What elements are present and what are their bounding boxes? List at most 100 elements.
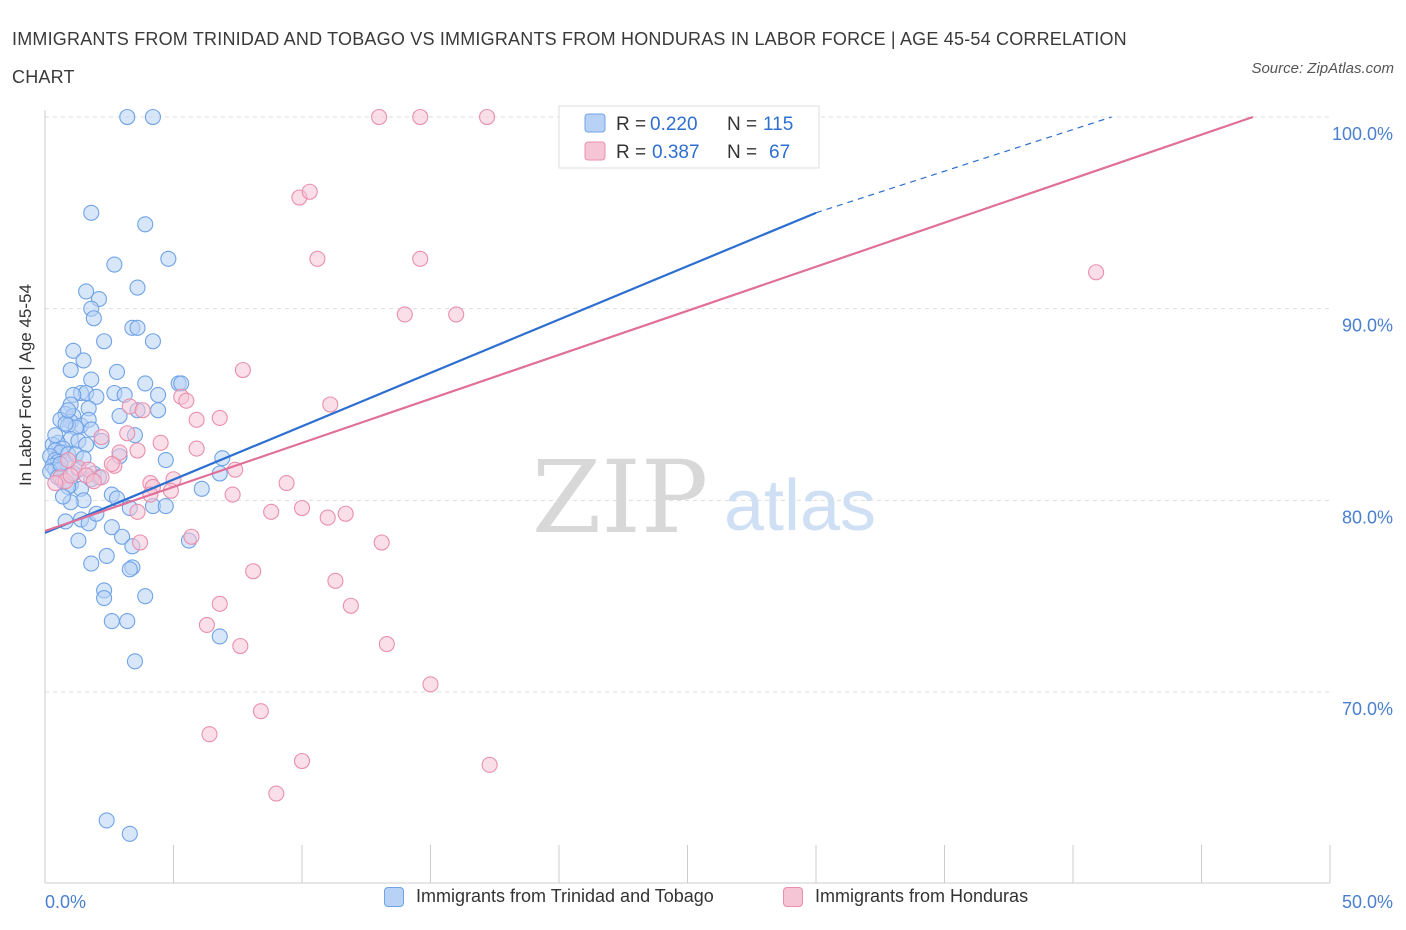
legend-n-value: 67 [769, 142, 790, 163]
point-trinidad [103, 613, 120, 630]
point-trinidad [83, 555, 100, 572]
point-trinidad [111, 407, 128, 425]
legend-r-label: R = [616, 114, 646, 135]
point-honduras [322, 396, 339, 413]
point-trinidad [70, 532, 87, 549]
point-trinidad [62, 361, 79, 379]
x-tick-label: 50.0% [1342, 892, 1393, 912]
data-points [42, 108, 1105, 842]
point-honduras [85, 473, 102, 490]
point-honduras [263, 503, 280, 520]
point-honduras [337, 505, 354, 522]
point-honduras [178, 392, 195, 409]
point-honduras [62, 467, 79, 484]
y-axis-label: In Labor Force | Age 45-54 [16, 284, 35, 486]
point-honduras [132, 534, 149, 551]
legend-swatch-blue [384, 886, 404, 907]
point-honduras [152, 434, 169, 451]
point-trinidad [119, 108, 136, 126]
point-trinidad [193, 480, 210, 497]
point-trinidad [119, 613, 136, 630]
point-trinidad [126, 653, 143, 670]
point-trinidad [85, 310, 102, 327]
point-trinidad [75, 352, 92, 369]
point-honduras [293, 499, 311, 517]
y-tick-label: 80.0% [1342, 507, 1393, 527]
legend-r-value: 0.220 [650, 114, 698, 135]
point-honduras [188, 440, 205, 457]
trend-lines [44, 115, 1254, 534]
point-honduras [211, 595, 228, 612]
point-trinidad [54, 488, 72, 505]
point-honduras [129, 503, 146, 520]
legend-n-value: 115 [763, 114, 793, 135]
point-trinidad [150, 386, 167, 403]
point-honduras [309, 250, 326, 267]
point-trinidad [157, 452, 174, 469]
point-honduras [201, 726, 218, 743]
point-honduras [412, 250, 429, 267]
point-trinidad [144, 108, 161, 126]
legend-label: Immigrants from Honduras [815, 886, 1029, 906]
point-honduras [103, 455, 120, 472]
point-honduras [1088, 264, 1105, 281]
point-honduras [371, 108, 388, 126]
point-honduras [268, 785, 285, 802]
legend-n-label: N = [727, 142, 757, 163]
point-trinidad [137, 588, 154, 605]
point-trinidad [114, 528, 131, 545]
legend-r-value: 0.387 [652, 142, 700, 163]
trend-line-extension [815, 116, 1112, 214]
point-honduras [448, 306, 465, 323]
legend-r-label: R = [616, 142, 646, 163]
point-honduras [293, 752, 311, 770]
point-trinidad [103, 519, 120, 536]
point-trinidad [144, 333, 161, 350]
point-trinidad [98, 812, 115, 829]
legend-swatch-pink [783, 886, 803, 907]
point-honduras [134, 402, 151, 419]
y-tick-labels: 100.0% 90.0% 80.0% 70.0% [1332, 124, 1393, 719]
point-honduras [373, 534, 390, 551]
point-honduras [234, 361, 251, 379]
legend-item-honduras: Immigrants from Honduras [783, 886, 1028, 907]
point-honduras [224, 486, 241, 503]
point-honduras [227, 461, 244, 478]
point-trinidad [173, 375, 190, 392]
point-trinidad [83, 371, 100, 388]
legend-item-trinidad: Immigrants from Trinidad and Tobago [384, 886, 714, 907]
grid-lines [45, 116, 1330, 693]
point-trinidad [108, 363, 126, 380]
point-trinidad [47, 427, 64, 444]
point-trinidad [157, 498, 174, 515]
point-honduras [188, 411, 205, 428]
point-honduras [232, 637, 249, 655]
point-trinidad [150, 402, 167, 419]
chart-title: IMMIGRANTS FROM TRINIDAD AND TOBAGO VS I… [12, 29, 1127, 87]
point-trinidad [137, 216, 154, 233]
legend-swatch-blue [584, 113, 606, 133]
point-honduras [93, 429, 110, 446]
y-tick-label: 100.0% [1332, 124, 1393, 144]
point-honduras [278, 475, 295, 492]
point-trinidad [106, 256, 123, 273]
point-honduras [412, 108, 429, 126]
point-trinidad [60, 402, 77, 419]
x-tick-labels: 0.0% 50.0% [45, 892, 1393, 912]
legend-n-label: N = [727, 114, 757, 135]
y-tick-label: 90.0% [1342, 316, 1393, 336]
point-honduras [60, 452, 77, 469]
x-tick-label: 0.0% [45, 892, 86, 912]
trend-line-honduras [44, 115, 1254, 533]
legend-label: Immigrants from Trinidad and Tobago [416, 886, 714, 906]
point-honduras [183, 528, 200, 545]
trend-line-trinidad [44, 211, 817, 534]
point-honduras [252, 703, 269, 720]
point-trinidad [129, 319, 146, 336]
point-trinidad [160, 250, 177, 267]
legend-bottom: Immigrants from Trinidad and Tobago Immi… [0, 886, 1406, 918]
point-honduras [481, 756, 498, 773]
y-tick-label: 70.0% [1342, 699, 1393, 719]
point-honduras [478, 108, 496, 126]
